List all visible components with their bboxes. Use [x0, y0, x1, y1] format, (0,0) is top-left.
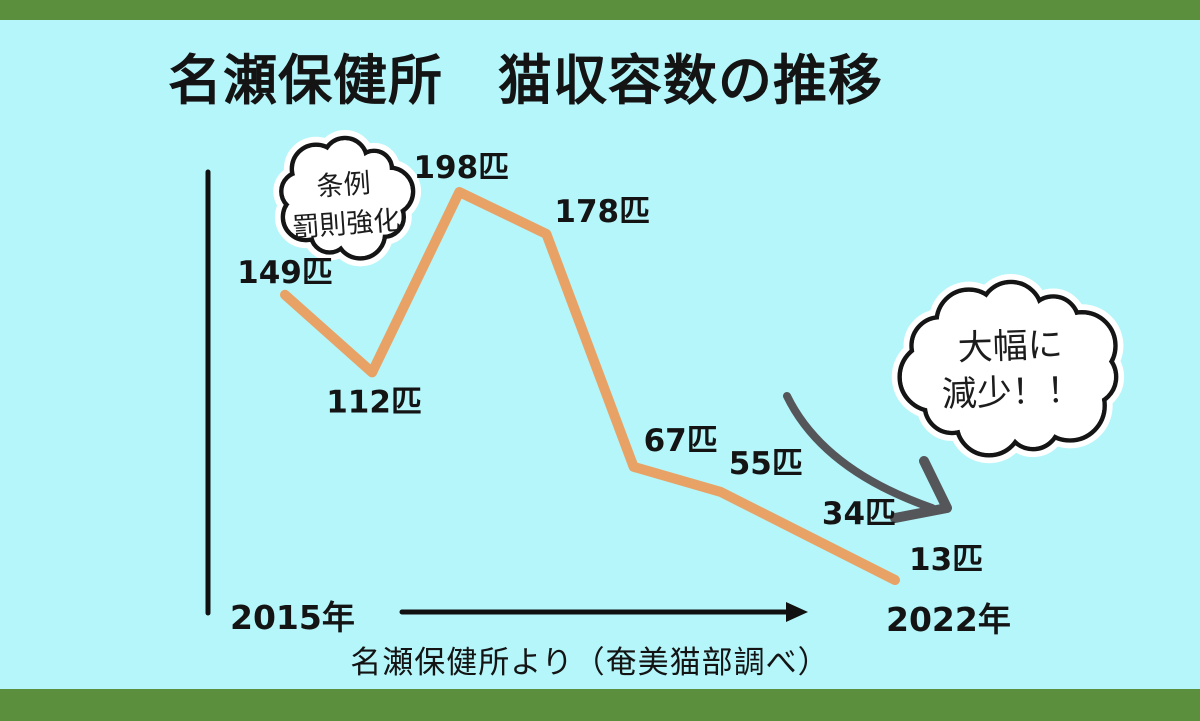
decrease-arrow-icon: [783, 392, 952, 523]
bottom-border-bar: [0, 689, 1200, 721]
top-border-bar: [0, 0, 1200, 20]
x-axis-arrowhead-icon: [786, 602, 808, 622]
point-label: 67匹: [644, 423, 718, 459]
point-label: 34匹: [822, 496, 896, 532]
decrease-annotation-line2: 減少！！: [941, 370, 1083, 416]
point-label: 178匹: [554, 194, 650, 230]
x-axis-arrow: [399, 602, 808, 622]
point-label: 13匹: [909, 542, 983, 578]
point-label: 55匹: [729, 446, 803, 482]
source-caption: 名瀬保健所より（奄美猫部調べ）: [350, 645, 830, 681]
law-annotation-cloud: [273, 130, 422, 267]
decrease-annotation-text: 大幅に 減少！！: [914, 321, 1107, 420]
law-annotation-text: 条例 罰則強化: [259, 160, 430, 250]
decrease-annotation-cloud: [891, 274, 1125, 464]
x-axis-label-start: 2015年: [230, 598, 355, 637]
point-labels: 149匹 112匹 198匹 178匹 67匹 55匹 34匹 13匹: [237, 150, 983, 578]
chart-title: 名瀬保健所 猫収容数の推移: [168, 49, 883, 112]
decrease-annotation-line1: 大幅に: [957, 325, 1064, 369]
point-label: 149匹: [237, 255, 333, 291]
point-label: 112匹: [326, 384, 422, 420]
point-label: 198匹: [413, 150, 509, 186]
x-axis-label-end: 2022年: [886, 600, 1011, 639]
cat-count-line: [280, 187, 900, 585]
